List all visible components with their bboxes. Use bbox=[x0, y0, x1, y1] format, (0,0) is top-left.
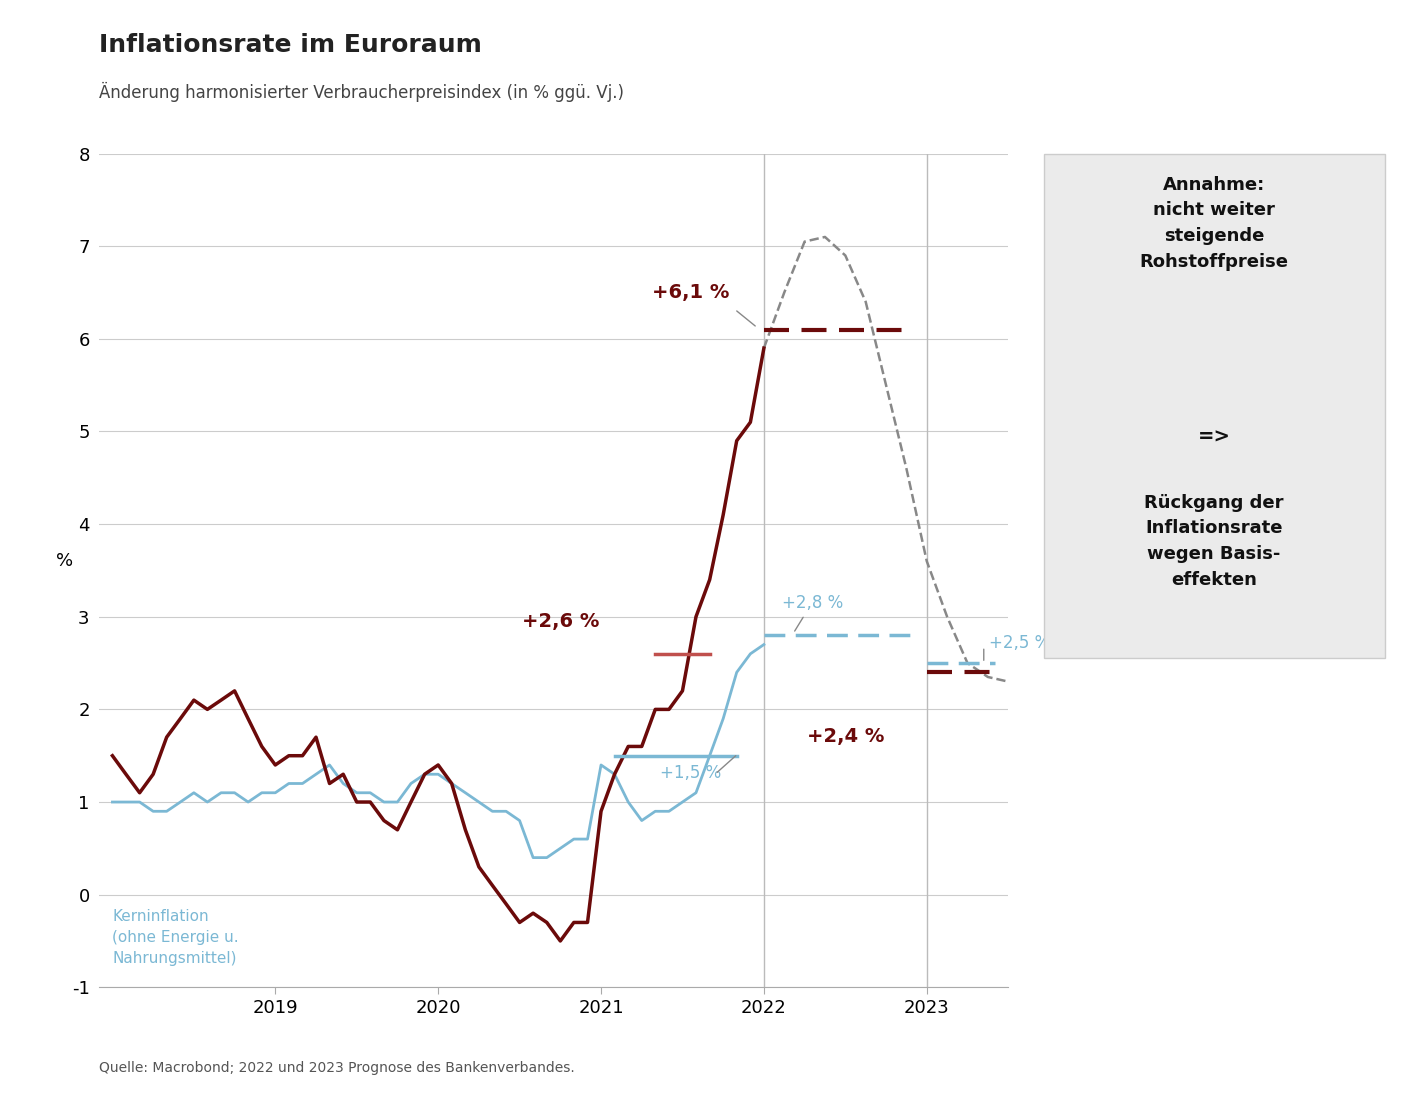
Text: +2,5 %: +2,5 % bbox=[988, 634, 1049, 652]
Text: Kerninflation
(ohne Energie u.
Nahrungsmittel): Kerninflation (ohne Energie u. Nahrungsm… bbox=[112, 908, 239, 965]
Text: Rückgang der
Inflationsrate
wegen Basis-
effekten: Rückgang der Inflationsrate wegen Basis-… bbox=[1145, 494, 1284, 589]
Text: Änderung harmonisierter Verbraucherpreisindex (in % ggü. Vj.): Änderung harmonisierter Verbraucherpreis… bbox=[99, 82, 625, 102]
Text: +1,5 %: +1,5 % bbox=[660, 764, 721, 782]
Text: +6,1 %: +6,1 % bbox=[652, 283, 730, 302]
Text: +2,8 %: +2,8 % bbox=[782, 595, 843, 612]
Text: Inflationsrate im Euroraum: Inflationsrate im Euroraum bbox=[99, 33, 483, 57]
Text: +2,4 %: +2,4 % bbox=[807, 727, 885, 746]
Text: Annahme:
nicht weiter
steigende
Rohstoffpreise: Annahme: nicht weiter steigende Rohstoff… bbox=[1140, 176, 1288, 271]
Text: +2,6 %: +2,6 % bbox=[521, 612, 599, 631]
Text: Quelle: Macrobond; 2022 und 2023 Prognose des Bankenverbandes.: Quelle: Macrobond; 2022 und 2023 Prognos… bbox=[99, 1061, 575, 1075]
Text: =>: => bbox=[1197, 428, 1231, 446]
Y-axis label: %: % bbox=[57, 553, 74, 570]
